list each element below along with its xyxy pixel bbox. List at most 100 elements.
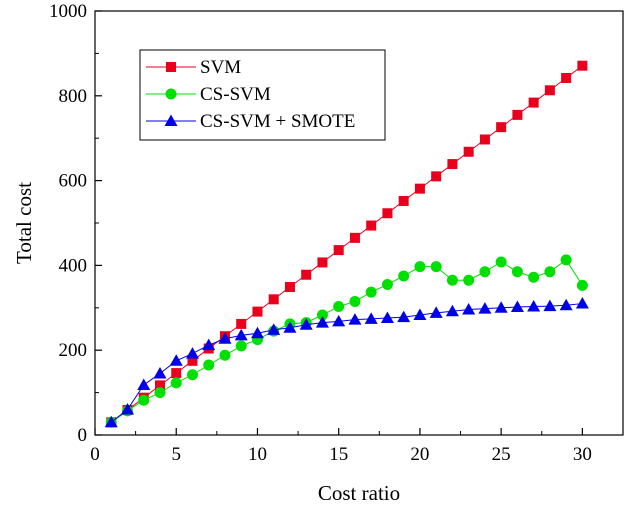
data-point [299,318,313,330]
x-axis-label: Cost ratio [318,481,400,505]
x-tick-label: 5 [171,444,181,465]
data-point [576,279,588,291]
series-layer [104,60,589,428]
data-point [561,72,572,83]
data-point [250,326,264,339]
y-axis-label: Total cost [12,182,36,264]
series-line [110,303,583,423]
legend-marker [165,88,177,100]
data-point [495,256,507,268]
data-point [463,274,475,286]
x-tick-label: 15 [329,444,348,465]
data-point [218,332,232,344]
legend-item: CS-SVM + SMOTE [146,111,355,132]
y-tick-label: 800 [59,86,88,107]
data-point [382,208,393,219]
data-point [430,261,442,273]
data-point [397,310,411,323]
data-point [333,245,344,256]
data-point [120,403,134,415]
x-tick-label: 25 [492,444,511,465]
data-point [284,282,295,293]
data-point [316,309,328,321]
data-point [494,301,508,313]
data-point [154,380,165,391]
data-point [185,347,199,359]
data-point [203,359,215,371]
y-tick-label: 1000 [49,1,87,22]
series-3 [104,297,589,428]
data-point [333,301,345,313]
data-point [527,300,541,312]
legend-label: CS-SVM [200,84,271,105]
data-point [202,338,216,351]
legend-box [139,49,386,141]
data-point [154,387,166,399]
y-tick-label: 200 [59,340,88,361]
x-tick-label: 30 [573,444,592,465]
x-tick-label: 20 [410,444,429,465]
data-point [478,302,492,314]
data-point [234,328,248,341]
data-point [496,122,507,133]
legend-item: SVM [146,57,241,78]
data-point [169,354,183,366]
data-point [510,300,524,312]
data-point [349,295,361,307]
data-point [364,312,378,324]
series-2 [105,254,588,428]
data-point [479,266,491,278]
data-point [366,220,377,231]
data-point [398,270,410,282]
legend-marker [164,114,178,126]
data-point [186,369,198,381]
data-point [252,306,263,317]
data-point [445,304,459,317]
data-point [104,415,118,428]
data-point [348,313,362,325]
data-point [544,266,556,278]
data-point [268,294,279,305]
data-point [575,297,589,309]
data-point [528,97,539,108]
axis-ticks: 0 5 10 15 20 25 30 0 200 400 600 800 1000 [49,1,592,465]
data-point [543,299,557,312]
data-point [414,183,425,194]
data-point [544,85,555,96]
data-point [462,302,476,315]
data-point [235,340,247,352]
data-point [380,311,394,323]
data-point [511,266,523,278]
y-tick-label: 0 [78,425,88,446]
data-point [187,355,198,366]
data-point [171,368,182,379]
legend-item: CS-SVM [146,84,271,105]
data-point [559,298,573,311]
data-point [512,109,523,120]
data-point [528,271,540,283]
data-point [267,323,281,335]
data-point [447,159,458,170]
data-point [446,274,458,286]
data-point [349,232,360,243]
y-tick-label: 400 [59,255,88,276]
legend: SVM CS-SVM CS-SVM + SMOTE [139,49,386,141]
data-point [463,146,474,157]
legend-label: SVM [200,57,241,78]
data-point [153,367,167,379]
data-point [414,261,426,273]
data-point [365,286,377,298]
data-point [236,318,247,329]
data-point [560,254,572,266]
legend-label: CS-SVM + SMOTE [200,111,355,132]
data-point [398,195,409,206]
x-tick-label: 10 [248,444,267,465]
data-point [170,377,182,389]
data-point [301,269,312,280]
x-tick-label: 0 [90,444,100,465]
data-point [332,314,346,327]
data-point [479,134,490,145]
data-point [315,316,329,328]
data-point [138,394,150,406]
data-point [381,278,393,290]
